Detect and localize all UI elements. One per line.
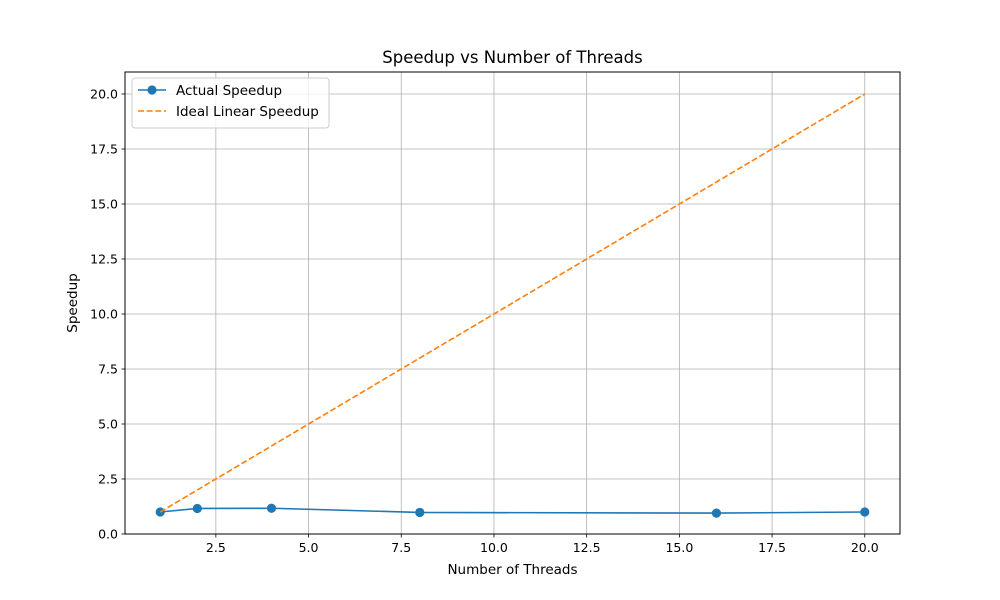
legend-label: Actual Speedup — [176, 83, 282, 99]
data-point — [415, 507, 425, 518]
ticks: 2.5 5.0 7.5 10.0 12.5 15.0 17.5 20.0 0.0 2.5 5.0 7.… — [90, 87, 879, 556]
x-tick-label: 2.5 — [206, 540, 226, 555]
data-point — [266, 503, 277, 513]
x-tick-label: 15.0 — [665, 540, 693, 555]
x-tick-label: 12.5 — [573, 540, 601, 555]
y-tick-label: 5.0 — [98, 417, 118, 432]
y-tick-label: 20.0 — [90, 87, 118, 102]
y-tick-label: 2.5 — [98, 472, 118, 487]
series-line-2 — [159, 93, 866, 513]
y-tick-label: 7.5 — [98, 362, 118, 377]
legend-label: Ideal Linear Speedup — [176, 104, 319, 120]
x-tick-label: 10.0 — [480, 540, 508, 555]
y-tick-label: 15.0 — [90, 197, 118, 212]
y-axis-label: Speedup — [65, 273, 81, 332]
x-tick-label: 5.0 — [299, 540, 319, 555]
data-point — [155, 507, 165, 517]
x-tick-label: 7.5 — [391, 540, 411, 555]
x-tick-label: 20.0 — [851, 540, 879, 555]
legend: Actual Speedup Ideal Linear Speedup — [131, 77, 330, 129]
y-tick-label: 12.5 — [90, 252, 118, 267]
y-tick-label: 10.0 — [90, 307, 118, 322]
chart-title: Speedup vs Number of Threads — [382, 48, 642, 67]
series-layer — [155, 93, 870, 518]
plot-frame — [124, 71, 901, 535]
data-point — [860, 507, 870, 517]
grid — [125, 72, 900, 535]
y-tick-label: 17.5 — [90, 142, 118, 157]
data-point — [192, 503, 202, 514]
x-tick-label: 17.5 — [758, 540, 786, 555]
data-point — [711, 508, 722, 518]
x-axis-label: Number of Threads — [447, 562, 577, 578]
series-line-1 — [160, 507, 865, 514]
y-tick-label: 0.0 — [98, 527, 118, 542]
legend-box — [131, 77, 330, 129]
legend-marker — [147, 85, 157, 95]
